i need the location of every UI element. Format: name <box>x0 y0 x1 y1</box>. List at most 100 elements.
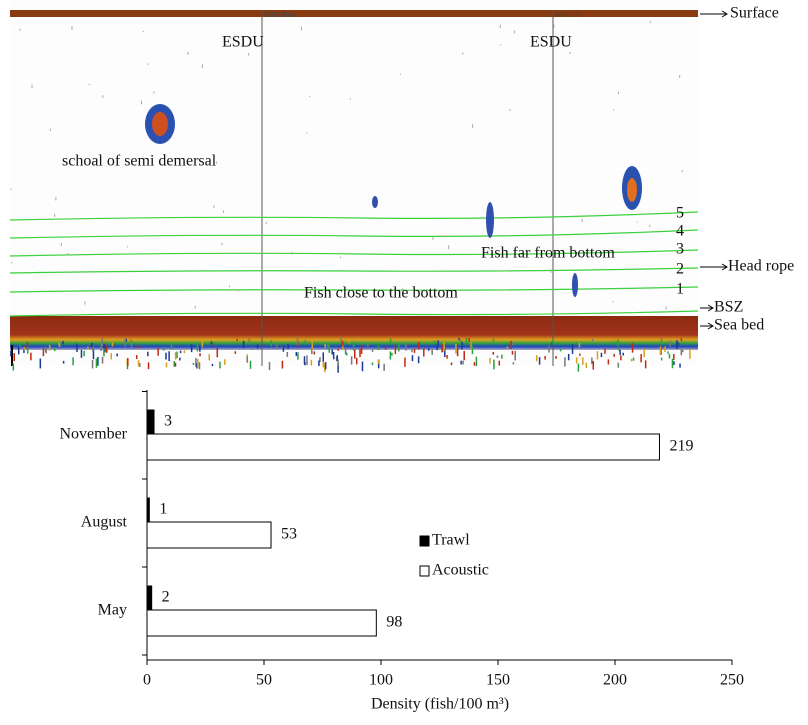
echo-noise <box>458 338 460 341</box>
echo-speck <box>665 306 667 310</box>
echo-noise <box>465 338 468 344</box>
close-label: Fish close to the bottom <box>304 285 458 302</box>
echo-noise <box>270 340 272 347</box>
x-tick-label: 250 <box>720 672 744 689</box>
fish-school <box>486 202 494 238</box>
echo-noise <box>679 363 681 368</box>
echogram-background <box>10 0 698 366</box>
echo-noise <box>168 351 170 362</box>
echo-noise <box>324 343 326 348</box>
echo-noise <box>506 346 509 349</box>
echo-noise <box>632 357 635 361</box>
echo-noise <box>318 360 320 366</box>
layer-number: 5 <box>676 205 684 222</box>
echo-speck <box>221 242 223 246</box>
distance-label: 5400.00 <box>555 12 580 19</box>
echo-noise <box>319 357 321 362</box>
echo-noise <box>179 350 182 354</box>
echo-speck <box>248 53 250 56</box>
echo-noise <box>48 344 51 351</box>
echo-noise <box>591 357 593 365</box>
echo-noise <box>199 353 201 357</box>
echo-noise <box>367 343 369 347</box>
category-label: May <box>98 602 127 619</box>
echo-noise <box>443 341 445 352</box>
echo-noise <box>498 360 501 366</box>
school-label: schoal of semi demersal <box>62 153 217 170</box>
echo-noise <box>72 357 74 366</box>
echo-noise <box>313 352 316 355</box>
echo-noise <box>12 363 15 371</box>
echo-noise <box>125 338 128 342</box>
echo-noise <box>552 338 554 345</box>
echo-noise <box>201 339 204 348</box>
echo-speck <box>679 74 681 78</box>
echo-noise <box>492 338 495 342</box>
echo-noise <box>324 363 326 373</box>
echo-noise <box>607 359 610 365</box>
echo-noise <box>83 350 85 357</box>
echo-speck <box>55 196 57 201</box>
echo-noise <box>304 339 307 343</box>
bar <box>146 585 153 611</box>
echo-noise <box>423 348 425 357</box>
echo-noise <box>130 339 133 349</box>
bar <box>146 433 660 461</box>
echo-speck <box>681 170 683 173</box>
echo-noise <box>208 354 211 361</box>
echo-noise <box>377 359 380 364</box>
echo-noise <box>91 342 93 348</box>
echo-speck <box>60 243 62 247</box>
arrow-head <box>707 304 714 312</box>
echo-noise <box>671 358 674 369</box>
echo-noise <box>211 363 214 367</box>
echo-noise <box>471 345 474 355</box>
distance-label: 5300.00m <box>264 12 295 19</box>
echo-noise <box>664 346 666 352</box>
echo-noise <box>360 344 363 354</box>
echo-noise <box>95 358 98 368</box>
echo-noise <box>514 350 516 361</box>
echo-noise <box>296 338 299 345</box>
echo-noise <box>198 362 201 370</box>
echo-speck <box>499 24 501 29</box>
category-label: August <box>81 514 128 531</box>
echo-noise <box>354 349 356 359</box>
arrow-head <box>721 263 728 271</box>
echo-noise <box>462 360 464 365</box>
echo-noise <box>195 357 197 367</box>
echo-noise <box>582 357 584 365</box>
echo-noise <box>101 338 104 347</box>
echo-noise <box>103 347 105 357</box>
echo-noise <box>275 344 278 349</box>
echo-noise <box>80 349 83 358</box>
layer-number: 3 <box>676 241 684 258</box>
echo-noise <box>398 342 400 352</box>
echo-noise <box>331 349 333 355</box>
echo-noise <box>248 338 250 343</box>
echo-noise <box>23 346 25 350</box>
echo-noise <box>26 342 29 350</box>
echo-noise <box>350 356 353 365</box>
echo-noise <box>322 360 325 368</box>
echo-noise <box>324 362 327 370</box>
echo-noise <box>179 357 181 361</box>
echo-speck <box>237 289 239 292</box>
echo-noise <box>455 343 457 354</box>
echo-noise <box>58 342 60 345</box>
layer-line <box>9 229 699 239</box>
schools <box>145 104 642 297</box>
echo-noise <box>567 353 570 361</box>
echo-noise <box>256 344 259 349</box>
echo-noise <box>147 351 149 357</box>
surface-label: Surface <box>730 5 779 22</box>
echo-noise <box>306 355 308 366</box>
echo-noise <box>249 360 252 369</box>
echo-noise <box>613 341 615 345</box>
echo-noise <box>585 362 588 369</box>
echo-noise <box>578 342 581 348</box>
echo-noise <box>444 348 446 358</box>
echo-noise <box>538 357 541 365</box>
echo-noise <box>468 338 470 342</box>
echo-speck <box>19 28 21 31</box>
